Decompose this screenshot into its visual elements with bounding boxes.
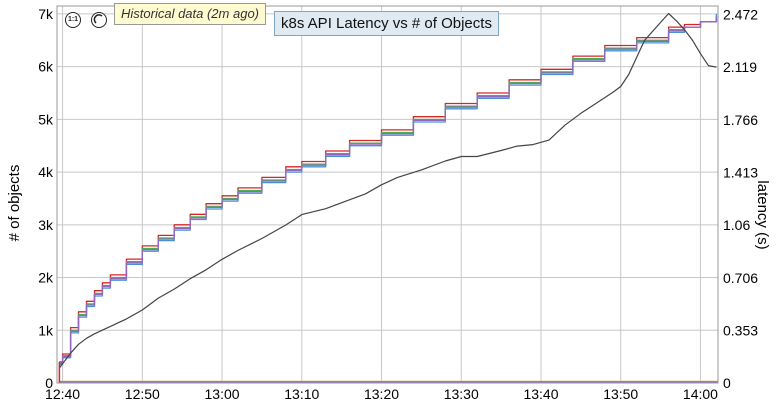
- x-axis-ticks: 12:40 12:50 13:00 13:10 13:20 13:30 13:40 13:50…: [45, 386, 718, 401]
- series-line-3: [59, 16, 718, 365]
- series-line-0: [59, 16, 718, 363]
- gauge-icon[interactable]: [91, 12, 107, 28]
- y-left-tick-label: 2k: [38, 270, 54, 286]
- x-tick-label: 13:40: [523, 386, 558, 401]
- y-left-tick-label: 5k: [38, 111, 54, 127]
- series-line-2: [59, 13, 718, 366]
- series-layer: [58, 12, 718, 383]
- y-right-tick-label: 2.119: [723, 59, 757, 75]
- y-left-tick-label: 6k: [38, 59, 54, 75]
- y-right-tick-label: 1.766: [723, 112, 758, 128]
- plot-border: [56, 5, 719, 384]
- x-tick-label: 12:40: [45, 386, 80, 401]
- x-tick-label: 13:50: [603, 386, 638, 401]
- series-line-4: [58, 12, 717, 369]
- y-right-tick-label: 1.413: [723, 164, 758, 180]
- y-left-tick-label: 1k: [38, 322, 54, 338]
- y-left-tick-label: 7k: [38, 6, 54, 22]
- x-tick-label: 12:50: [125, 386, 160, 401]
- y-right-tick-label: 0: [723, 375, 731, 391]
- y-axis-right-title: latency (s): [754, 180, 771, 249]
- x-tick-label: 13:10: [284, 386, 319, 401]
- x-tick-label: 13:20: [364, 386, 399, 401]
- y-right-tick-label: 0.353: [723, 322, 758, 338]
- series-line-1: [59, 16, 718, 364]
- reset-zoom-icon[interactable]: 1:1: [65, 12, 81, 28]
- y-axis-right-ticks: 0 0.353 0.706 1.06 1.413 1.766 2.119 2.472: [723, 7, 758, 391]
- x-tick-label: 14:00: [683, 386, 718, 401]
- y-axis-left-ticks: 0 1k 2k 3k 4k 5k 6k 7k: [38, 6, 54, 391]
- y-left-tick-label: 4k: [38, 164, 54, 180]
- grid: [57, 6, 718, 383]
- y-right-tick-label: 0.706: [723, 270, 758, 286]
- x-tick-label: 13:00: [205, 386, 240, 401]
- chart-title: k8s API Latency vs # of Objects: [274, 11, 499, 36]
- x-tick-label: 13:30: [444, 386, 479, 401]
- y-axis-left-title: # of objects: [6, 165, 23, 242]
- y-left-tick-label: 0: [45, 375, 53, 391]
- historical-data-notice: Historical data (2m ago): [114, 3, 266, 25]
- y-left-tick-label: 3k: [38, 217, 54, 233]
- y-right-tick-label: 1.06: [723, 217, 750, 233]
- y-right-tick-label: 2.472: [723, 7, 758, 23]
